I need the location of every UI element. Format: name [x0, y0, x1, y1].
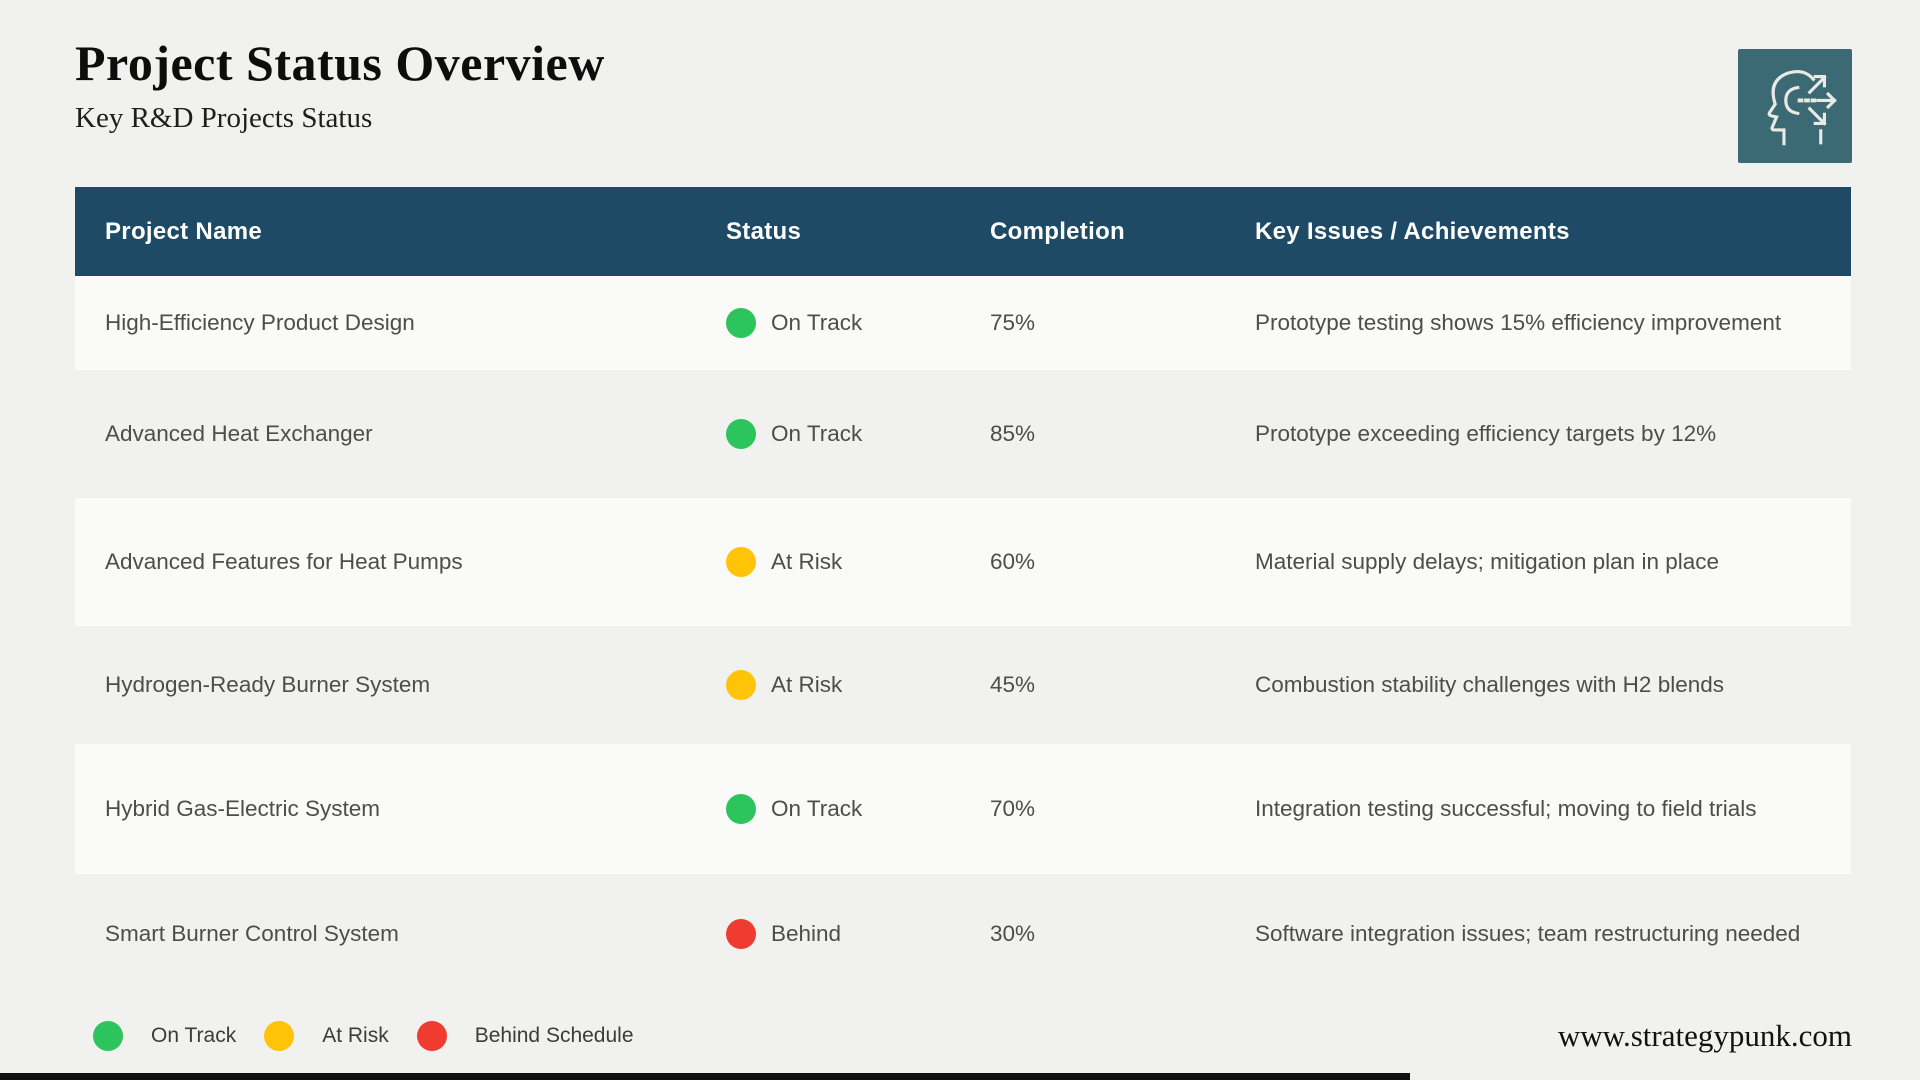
project-name-cell: Advanced Heat Exchanger: [105, 421, 373, 446]
project-name-cell: Advanced Features for Heat Pumps: [105, 549, 463, 574]
completion-cell: 45%: [990, 672, 1036, 697]
table-row: Advanced Features for Heat Pumps At Risk…: [75, 498, 1851, 626]
legend-label: Behind Schedule: [474, 1024, 634, 1047]
website-link[interactable]: www.strategypunk.com: [1557, 1018, 1852, 1053]
status-cell: At Risk: [726, 547, 990, 577]
bottom-accent-bar: [0, 1073, 1410, 1080]
status-label: At Risk: [771, 672, 843, 697]
legend-item: On Track: [93, 1021, 236, 1051]
table-body: High-Efficiency Product Design On Track …: [75, 276, 1851, 994]
status-dot-icon: [726, 919, 756, 949]
legend-label: On Track: [151, 1024, 237, 1047]
project-name-cell: High-Efficiency Product Design: [105, 310, 415, 335]
completion-cell: 70%: [990, 796, 1036, 821]
legend-label: At Risk: [322, 1024, 389, 1047]
column-header-key-issues: Key Issues / Achievements: [1255, 217, 1570, 245]
legend-item: Behind Schedule: [416, 1021, 634, 1051]
bottom-row: On Track At Risk Behind Schedule www.str…: [0, 1010, 1920, 1062]
status-cell: Behind: [726, 919, 990, 949]
table-row: Advanced Heat Exchanger On Track 85% Pro…: [75, 370, 1851, 498]
status-label: On Track: [771, 796, 863, 821]
status-label: On Track: [771, 421, 863, 446]
key-issues-cell: Prototype exceeding efficiency targets b…: [1255, 421, 1717, 447]
status-dot-icon: [726, 670, 756, 700]
status-label: At Risk: [771, 549, 843, 574]
title-block: Project Status Overview Key R&D Projects…: [75, 36, 605, 135]
legend-dot-icon: [93, 1021, 123, 1051]
key-issues-cell: Prototype testing shows 15% efficiency i…: [1255, 310, 1782, 336]
column-header-status: Status: [726, 217, 802, 245]
key-issues-cell: Material supply delays; mitigation plan …: [1255, 549, 1719, 575]
key-issues-cell: Integration testing successful; moving t…: [1255, 796, 1757, 822]
slide-header: Project Status Overview Key R&D Projects…: [0, 0, 1920, 163]
table-row: Hydrogen-Ready Burner System At Risk 45%…: [75, 626, 1851, 744]
legend-dot-icon: [264, 1021, 295, 1051]
table-row: Smart Burner Control System Behind 30% S…: [75, 874, 1851, 994]
status-dot-icon: [726, 547, 756, 577]
completion-cell: 75%: [990, 310, 1036, 335]
column-header-project-name: Project Name: [105, 217, 262, 245]
status-legend: On Track At Risk Behind Schedule: [93, 1021, 634, 1051]
page-title: Project Status Overview: [75, 35, 605, 91]
status-cell: On Track: [726, 794, 990, 824]
legend-dot-icon: [416, 1021, 447, 1051]
table-row: High-Efficiency Product Design On Track …: [75, 276, 1851, 370]
project-status-table: Project Name Status Completion Key Issue…: [75, 187, 1851, 994]
status-cell: On Track: [726, 308, 990, 338]
table-row: Hybrid Gas-Electric System On Track 70% …: [75, 744, 1851, 874]
key-issues-cell: Software integration issues; team restru…: [1255, 921, 1801, 947]
status-cell: At Risk: [726, 670, 990, 700]
project-name-cell: Hydrogen-Ready Burner System: [105, 672, 431, 697]
completion-cell: 60%: [990, 549, 1036, 574]
project-name-cell: Smart Burner Control System: [105, 921, 399, 946]
status-dot-icon: [726, 308, 756, 338]
project-name-cell: Hybrid Gas-Electric System: [105, 796, 381, 821]
page-subtitle: Key R&D Projects Status: [75, 102, 373, 134]
strategypunk-logo: [1738, 49, 1852, 163]
completion-cell: 85%: [990, 421, 1036, 446]
table-header-row: Project Name Status Completion Key Issue…: [75, 187, 1851, 276]
key-issues-cell: Combustion stability challenges with H2 …: [1255, 672, 1724, 698]
completion-cell: 30%: [990, 921, 1036, 946]
head-with-arrows-icon: [1767, 69, 1837, 146]
status-label: On Track: [771, 310, 863, 335]
status-cell: On Track: [726, 419, 990, 449]
column-header-completion: Completion: [990, 217, 1125, 245]
status-dot-icon: [726, 794, 756, 824]
status-dot-icon: [726, 419, 756, 449]
legend-item: At Risk: [264, 1021, 389, 1051]
status-label: Behind: [771, 921, 842, 946]
